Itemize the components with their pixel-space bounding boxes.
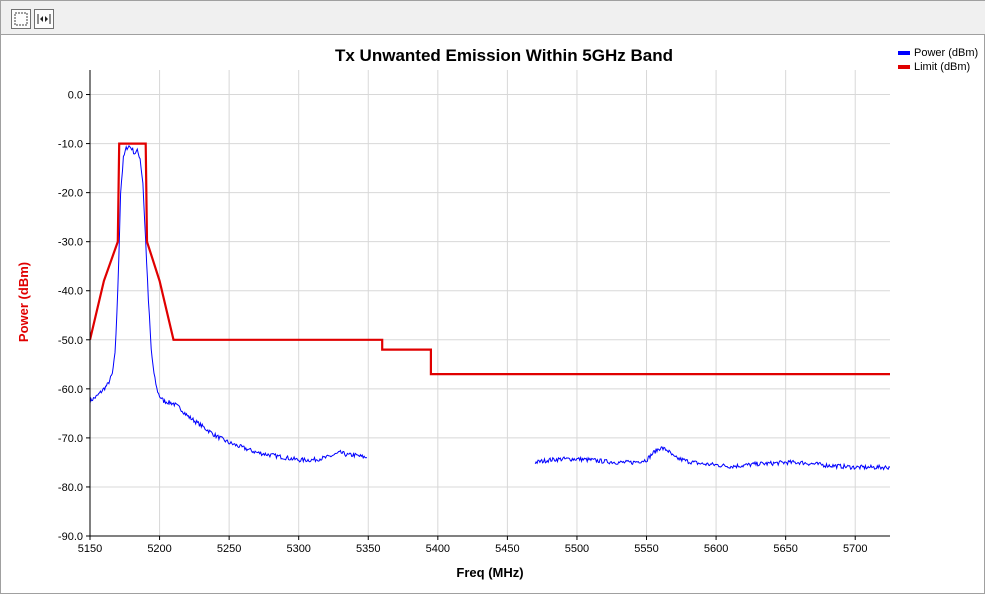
fit-tool-button[interactable]	[34, 9, 54, 29]
y-tick-label: -80.0	[58, 482, 83, 494]
x-tick-label: 5600	[704, 543, 728, 555]
x-tick-label: 5200	[147, 543, 171, 555]
y-tick-label: -30.0	[58, 237, 83, 249]
plot-area	[90, 142, 890, 471]
series-line-power	[534, 446, 890, 471]
y-axis-ticks: 0.0 -10.0 -20.0 -30.0 -40.0 -50.0 -60.0 -70.0 -8…	[58, 90, 90, 543]
y-tick-label: 0.0	[68, 90, 83, 102]
dashed-rect-icon	[14, 12, 28, 26]
y-tick-label: -40.0	[58, 286, 83, 298]
x-tick-label: 5700	[843, 543, 867, 555]
x-axis-ticks: 5150 5200 5250 5300 5350 5400 5450 5500 5550 5600…	[78, 536, 867, 555]
y-tick-label: -90.0	[58, 531, 83, 543]
axes	[89, 70, 890, 537]
chart-title: Tx Unwanted Emission Within 5GHz Band	[335, 46, 673, 65]
x-tick-label: 5300	[286, 543, 310, 555]
x-tick-label: 5350	[356, 543, 380, 555]
series-line-power	[90, 144, 368, 464]
y-axis-label: Power (dBm)	[16, 262, 31, 342]
y-tick-label: -60.0	[58, 384, 83, 396]
legend-label: Power (dBm)	[914, 47, 978, 59]
x-tick-label: 5450	[495, 543, 519, 555]
x-tick-label: 5150	[78, 543, 102, 555]
toolbar	[1, 1, 985, 35]
x-tick-label: 5500	[565, 543, 589, 555]
y-tick-label: -10.0	[58, 139, 83, 151]
fit-arrows-icon	[37, 14, 51, 24]
y-tick-label: -70.0	[58, 433, 83, 445]
grid	[89, 70, 890, 537]
legend-swatch	[898, 51, 910, 55]
y-tick-label: -50.0	[58, 335, 83, 347]
series-line-limit	[90, 142, 890, 376]
plot-background	[90, 70, 890, 536]
legend-swatch	[898, 65, 910, 69]
y-tick-label: -20.0	[58, 188, 83, 200]
chart: Tx Unwanted Emission Within 5GHz Band 51…	[16, 46, 978, 580]
x-tick-label: 5400	[426, 543, 450, 555]
legend: Power (dBm) Limit (dBm)	[898, 47, 978, 73]
x-tick-label: 5650	[773, 543, 797, 555]
select-tool-button[interactable]	[11, 9, 31, 29]
x-axis-label: Freq (MHz)	[456, 565, 523, 580]
x-tick-label: 5250	[217, 543, 241, 555]
x-tick-label: 5550	[634, 543, 658, 555]
legend-label: Limit (dBm)	[914, 61, 970, 73]
